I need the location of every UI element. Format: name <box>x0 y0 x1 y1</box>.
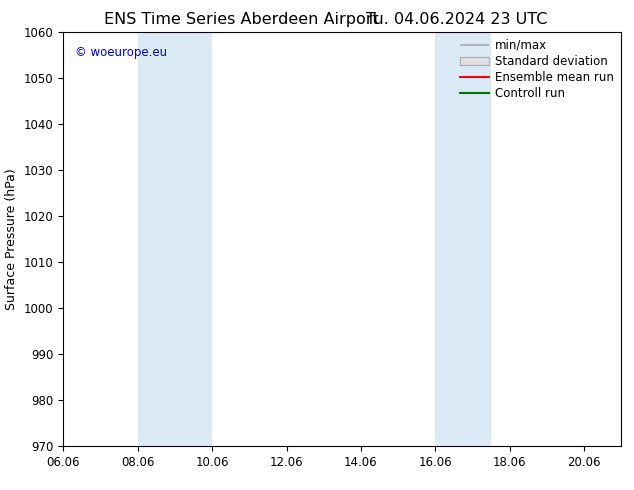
Bar <box>138 32 212 446</box>
Legend: min/max, Standard deviation, Ensemble mean run, Controll run: min/max, Standard deviation, Ensemble me… <box>455 34 619 104</box>
Y-axis label: Surface Pressure (hPa): Surface Pressure (hPa) <box>5 168 18 310</box>
Text: Tu. 04.06.2024 23 UTC: Tu. 04.06.2024 23 UTC <box>366 12 547 27</box>
Text: © woeurope.eu: © woeurope.eu <box>75 47 167 59</box>
Bar <box>436 32 491 446</box>
Text: ENS Time Series Aberdeen Airport: ENS Time Series Aberdeen Airport <box>103 12 378 27</box>
